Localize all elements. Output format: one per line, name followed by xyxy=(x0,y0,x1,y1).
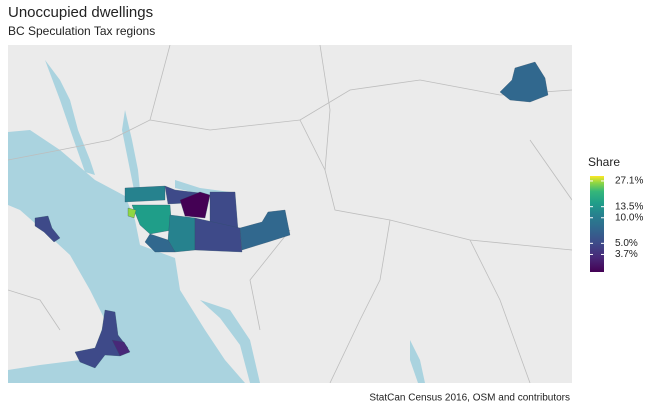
map-panel xyxy=(8,45,572,383)
colorbar xyxy=(590,176,604,272)
legend-tick-label: 3.7% xyxy=(615,249,638,260)
legend-title: Share xyxy=(588,155,620,169)
legend-tick-label: 5.0% xyxy=(615,238,638,249)
legend-tick-label: 10.0% xyxy=(615,212,643,223)
legend-tick-label: 27.1% xyxy=(615,176,643,187)
regions xyxy=(34,61,549,369)
map-title: Unoccupied dwellings xyxy=(8,4,153,21)
caption: StatCan Census 2016, OSM and contributor… xyxy=(369,393,570,404)
map-subtitle: BC Speculation Tax regions xyxy=(8,24,155,38)
legend-tick-label: 13.5% xyxy=(615,201,643,212)
